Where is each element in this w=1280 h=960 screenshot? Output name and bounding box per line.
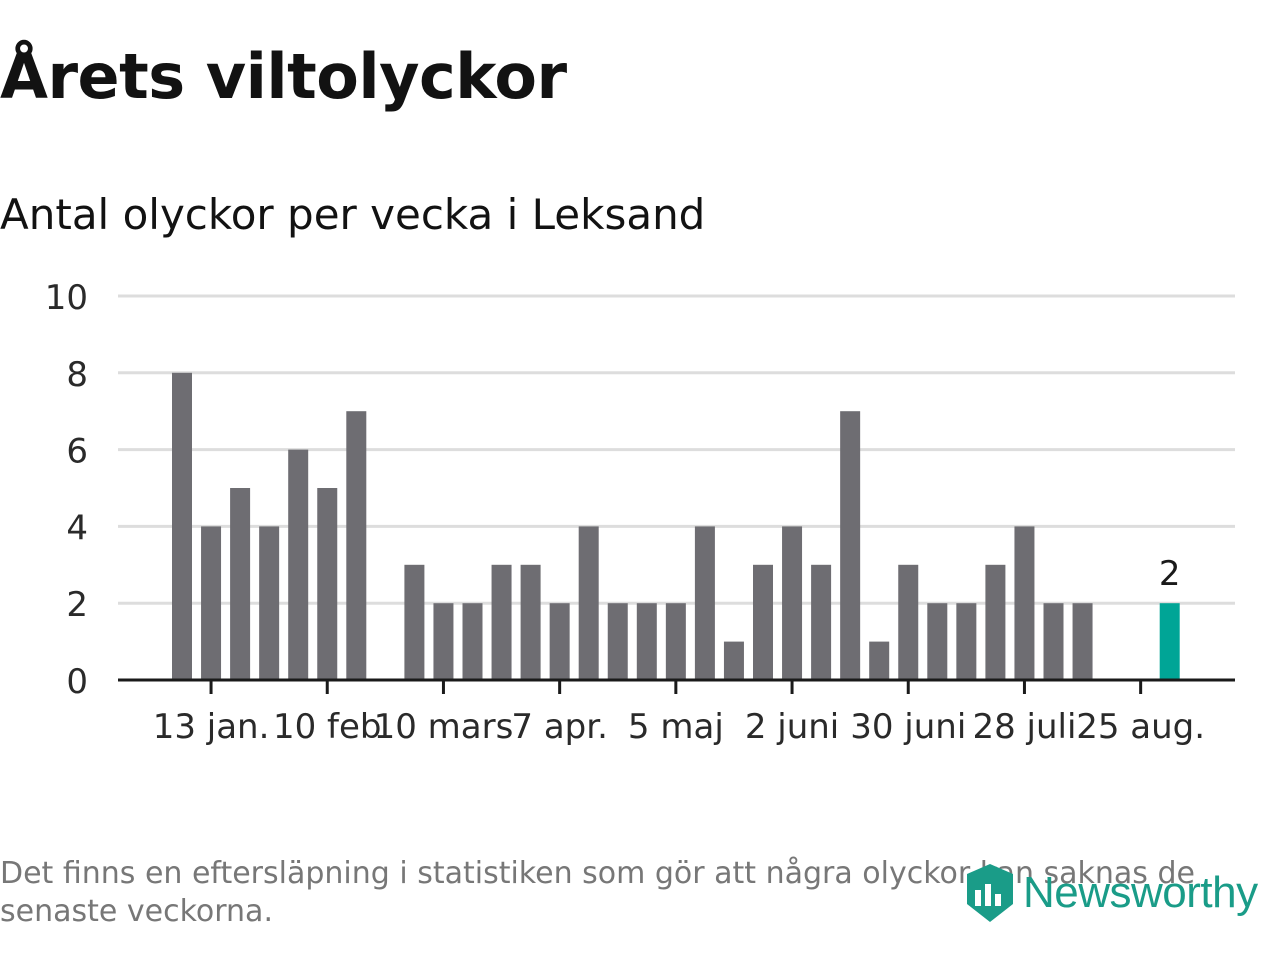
bar [201, 526, 222, 680]
bar [578, 526, 599, 680]
bar [723, 641, 744, 680]
data-label: 2 [1159, 554, 1181, 594]
x-tick-label: 30 juni [850, 707, 966, 747]
data-labels: 2 [1159, 554, 1181, 594]
y-axis-ticks: 0 2 4 6 8 10 [45, 278, 88, 702]
bar [811, 564, 832, 680]
bar [898, 564, 919, 680]
bar [985, 564, 1006, 680]
bars [172, 372, 1180, 680]
y-tick-label: 2 [66, 585, 88, 625]
bar [520, 564, 541, 680]
x-tick-label: 13 jan. [153, 707, 270, 747]
chart-title: Årets viltolyckor [0, 40, 567, 113]
bar [288, 449, 309, 680]
bar [433, 603, 454, 680]
brand-name: Newsworthy [1023, 868, 1258, 917]
bar [753, 564, 773, 680]
y-tick-label: 0 [66, 662, 88, 702]
bar [665, 603, 686, 680]
bar [172, 372, 192, 680]
bar [404, 564, 425, 680]
x-tick-label: 28 juli [972, 707, 1076, 747]
bar [491, 564, 512, 680]
x-tick-label: 5 maj [628, 707, 724, 747]
bar [1072, 603, 1093, 680]
bar [694, 526, 715, 680]
y-tick-label: 6 [66, 432, 88, 472]
bar [259, 526, 280, 680]
bar [1043, 603, 1064, 680]
y-tick-label: 8 [66, 355, 88, 395]
bar [927, 603, 948, 680]
bar [840, 411, 861, 680]
bar [317, 488, 338, 680]
x-tick-label: 10 mars [374, 707, 514, 747]
bar [607, 603, 628, 680]
x-tick-label: 25 aug. [1076, 707, 1205, 747]
x-tick-label: 2 juni [745, 707, 839, 747]
bar [462, 603, 483, 680]
x-tick-label: 10 feb [273, 707, 382, 747]
newsworthy-logo: Newsworthy [963, 860, 1258, 926]
bar [636, 603, 657, 680]
y-tick-label: 10 [45, 278, 88, 318]
bar [1014, 526, 1035, 680]
gridlines [118, 294, 1235, 605]
highlighted-bar [1159, 603, 1180, 680]
bar [346, 411, 367, 680]
chart-subtitle: Antal olyckor per vecka i Leksand [0, 190, 706, 239]
x-tick-label: 7 apr. [511, 707, 608, 747]
bar [230, 488, 251, 680]
newsworthy-logo-icon [967, 864, 1013, 922]
bar [549, 603, 570, 680]
bar [782, 526, 803, 680]
bar [956, 603, 977, 680]
bar [869, 641, 890, 680]
y-tick-label: 4 [66, 508, 88, 548]
